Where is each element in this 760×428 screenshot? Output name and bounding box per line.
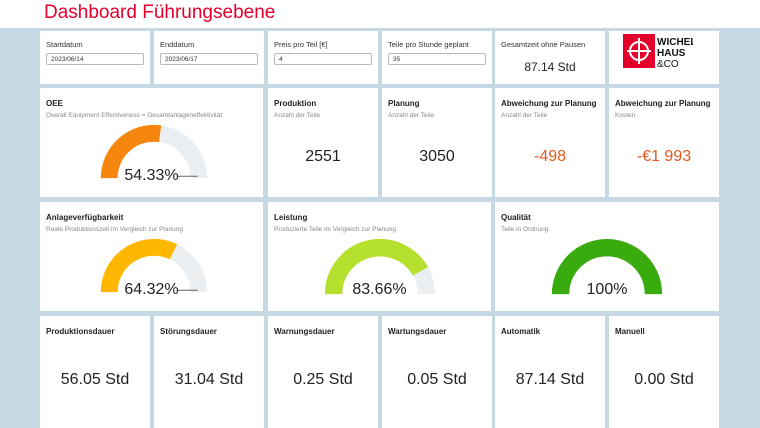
warning-duration-card: Warnungsdauer 0.25 Std	[268, 316, 378, 428]
production-duration-card: Produktionsdauer 56.05 Std	[40, 316, 150, 428]
page-title: Dashboard Führungsebene	[44, 2, 276, 23]
performance-subtitle: Produzierte Teile im Vergleich zur Planu…	[274, 226, 397, 233]
quality-title: Qualität	[501, 213, 531, 222]
quality-card: Qualität Teile in Ordnung 100%	[495, 202, 719, 311]
deviation-parts-subtitle: Anzahl der Teile	[501, 112, 548, 119]
quality-value: 100%	[586, 281, 628, 298]
planning-title: Planung	[388, 99, 420, 108]
price-input[interactable]: 4	[274, 53, 372, 65]
parts-per-hour-card: Teile pro Stunde geplant 35	[382, 31, 492, 84]
svg-text:&CO: &CO	[657, 59, 679, 68]
availability-title: Anlageverfügbarkeit	[46, 213, 124, 222]
deviation-cost-value: -€1 993	[636, 148, 692, 165]
automatic-title: Automatik	[501, 327, 541, 336]
oee-subtitle: Overall Equipment Effectiveness = Gesamt…	[46, 112, 223, 119]
maintenance-duration-card: Wartungsdauer 0.05 Std	[382, 316, 492, 428]
warning-duration-title: Warnungsdauer	[274, 327, 335, 336]
parts-per-hour-label: Teile pro Stunde geplant	[388, 40, 469, 49]
price-label: Preis pro Teil [€]	[274, 40, 328, 49]
planning-value: 3050	[419, 148, 455, 165]
manual-title: Manuell	[615, 327, 645, 336]
fault-duration-title: Störungsdauer	[160, 327, 217, 336]
availability-value: 64.32%	[124, 281, 179, 298]
automatic-value: 87.14 Std	[515, 371, 585, 388]
fault-duration-card: Störungsdauer 31.04 Std	[154, 316, 264, 428]
oee-title: OEE	[46, 99, 63, 108]
deviation-parts-value: -498	[533, 148, 567, 165]
oee-card: OEE Overall Equipment Effectiveness = Ge…	[40, 88, 263, 197]
quality-gauge	[551, 238, 663, 295]
deviation-cost-subtitle: Kosten	[615, 112, 636, 119]
quality-subtitle: Teile in Ordnung	[501, 226, 549, 233]
deviation-parts-title: Abweichung zur Planung	[501, 99, 597, 108]
planning-card: Planung Anzahl der Teile 3050	[382, 88, 492, 197]
deviation-parts-card: Abweichung zur Planung Anzahl der Teile …	[495, 88, 605, 197]
start-date-label: Startdatum	[46, 40, 83, 49]
production-card: Produktion Anzahl der Teile 2551	[268, 88, 378, 197]
deviation-cost-card: Abweichung zur Planung Kosten -€1 993	[609, 88, 719, 197]
manual-value: 0.00 Std	[634, 371, 694, 388]
performance-title: Leistung	[274, 213, 308, 222]
svg-text:HAUS: HAUS	[657, 48, 686, 59]
total-time-label: Gesamtzeit ohne Pausen	[501, 40, 586, 49]
maintenance-duration-value: 0.05 Std	[407, 371, 467, 388]
performance-card: Leistung Produzierte Teile im Vergleich …	[268, 202, 491, 311]
production-duration-title: Produktionsdauer	[46, 327, 115, 336]
title-bar: Dashboard Führungsebene	[0, 0, 760, 28]
parts-per-hour-input[interactable]: 35	[388, 53, 486, 65]
performance-value: 83.66%	[352, 281, 407, 298]
production-title: Produktion	[274, 99, 317, 108]
end-date-card: Enddatum 2023/06/17	[154, 31, 264, 84]
total-time-value: 87.14 Std	[524, 60, 576, 74]
wichelhaus-logo: WICHEL HAUS &CO	[623, 34, 693, 68]
start-date-input[interactable]: 2023/06/14	[46, 53, 144, 65]
availability-card: Anlageverfügbarkeit Reale Produktionszei…	[40, 202, 263, 311]
svg-text:WICHEL: WICHEL	[657, 37, 693, 48]
deviation-cost-title: Abweichung zur Planung	[615, 99, 711, 108]
automatic-card: Automatik 87.14 Std	[495, 316, 605, 428]
manual-card: Manuell 0.00 Std	[609, 316, 719, 428]
oee-gauge	[100, 124, 208, 179]
end-date-input[interactable]: 2023/06/17	[160, 53, 258, 65]
maintenance-duration-title: Wartungsdauer	[388, 327, 447, 336]
end-date-label: Enddatum	[160, 40, 195, 49]
performance-gauge	[324, 238, 436, 295]
planning-subtitle: Anzahl der Teile	[388, 112, 435, 119]
production-value: 2551	[305, 148, 341, 165]
warning-duration-value: 0.25 Std	[293, 371, 353, 388]
fault-duration-value: 31.04 Std	[174, 371, 244, 388]
logo-card: WICHEL HAUS &CO	[609, 31, 719, 84]
production-duration-value: 56.05 Std	[60, 371, 130, 388]
total-time-card: Gesamtzeit ohne Pausen 87.14 Std	[495, 31, 605, 84]
production-subtitle: Anzahl der Teile	[274, 112, 321, 119]
oee-value: 54.33%	[124, 167, 179, 184]
availability-gauge	[100, 238, 208, 293]
start-date-card: Startdatum 2023/06/14	[40, 31, 150, 84]
price-card: Preis pro Teil [€] 4	[268, 31, 378, 84]
availability-subtitle: Reale Produktionszeit im Vergleich zur P…	[46, 226, 183, 233]
